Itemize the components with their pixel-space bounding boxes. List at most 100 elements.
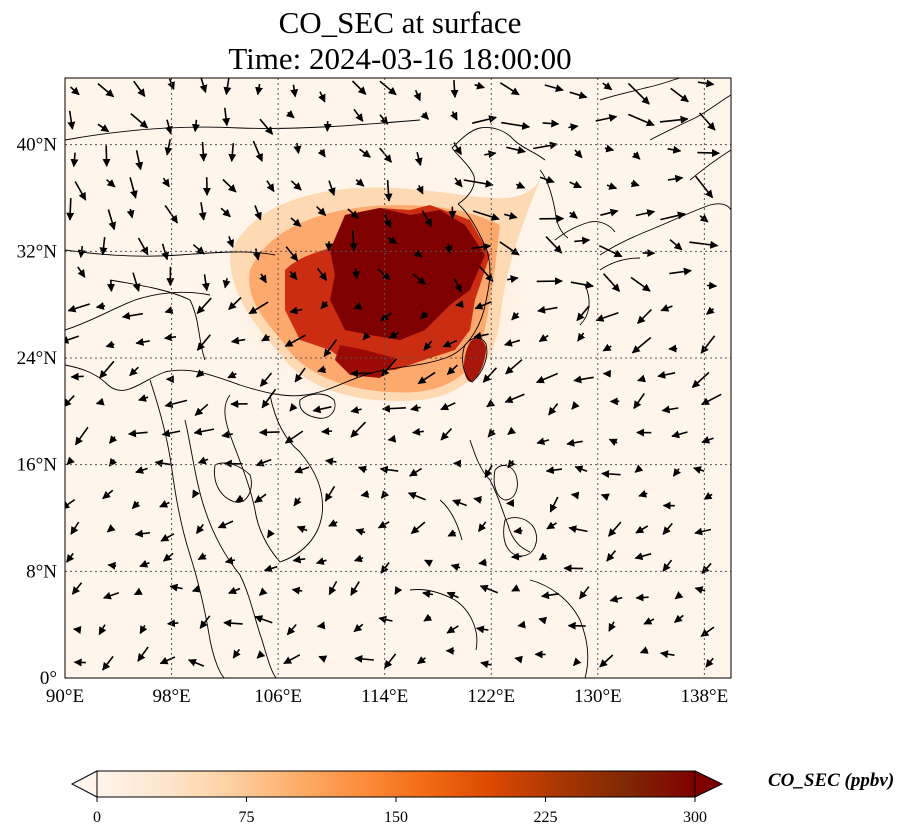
wind-arrow [228,586,241,595]
wind-arrow [294,465,310,474]
wind-arrow [634,552,652,561]
wind-arrow [416,185,424,195]
wind-arrow [694,527,712,536]
wind-arrow [353,302,363,310]
wind-arrow [595,114,618,122]
wind-arrow [266,529,275,539]
wind-arrow [139,559,150,568]
longitude-tick-label: 138°E [681,686,729,707]
wind-arrow [97,123,110,133]
longitude-tick-label: 122°E [467,686,515,707]
wind-arrow [417,656,426,665]
wind-arrow [325,457,337,466]
wind-arrow [384,179,393,202]
wind-arrow [227,370,237,379]
wind-arrow [318,655,328,663]
wind-arrow [511,584,521,592]
wind-arrow [454,177,463,188]
wind-arrow [407,491,426,501]
wind-arrow [444,243,453,254]
wind-arrow [255,83,263,96]
wind-arrow [475,625,489,634]
wind-arrow [357,465,367,474]
wind-arrow [353,108,364,122]
wind-arrow [607,521,622,537]
wind-arrow [660,650,675,659]
wind-arrow [440,402,456,411]
wind-arrow [191,119,200,133]
wind-arrow [137,646,149,662]
wind-arrow [222,107,231,127]
wind-arrow [377,520,390,529]
wind-arrow [414,151,423,167]
wind-arrow [638,489,648,498]
wind-arrow [161,243,170,261]
wind-arrow [380,490,390,499]
wind-arrow [380,312,393,322]
wind-arrow [440,428,453,441]
wind-arrow [569,210,578,219]
wind-arrow [355,178,365,187]
wind-arrow [378,615,393,624]
wind-arrow [312,405,332,414]
wind-arrow [549,496,559,513]
wind-arrow [199,615,211,629]
wind-arrow [463,179,494,188]
wind-arrow [254,205,262,221]
wind-arrow [634,464,644,473]
wind-arrow [604,144,615,153]
wind-arrow [328,519,338,527]
wind-arrow [133,80,146,98]
wind-arrow [412,273,427,286]
wind-arrow [169,583,183,592]
wind-arrow [165,119,173,135]
wind-arrow [574,236,591,245]
wind-arrow [669,238,683,251]
wind-arrow [131,500,141,510]
wind-arrow [223,619,243,628]
colorbar-high-extend [694,770,724,798]
wind-arrow [201,274,210,292]
wind-arrow [164,139,173,156]
wind-arrow [226,236,235,248]
wind-arrow [473,331,489,340]
wind-arrow [66,198,75,221]
wind-arrow [70,372,84,381]
wind-arrow [293,497,302,507]
wind-arrow [350,581,360,596]
longitude-tick-label: 114°E [361,686,408,707]
colorbar-tick-label: 0 [93,809,101,826]
wind-arrow [387,236,398,245]
wind-arrow [570,280,594,289]
wind-arrow [132,272,141,292]
wind-arrow [70,152,79,168]
latitude-ticks: 0° 8°N 16°N 24°N 32°N 40°N [17,135,58,689]
wind-arrow [77,266,86,278]
wind-arrow [482,367,497,383]
wind-arrow [223,78,232,96]
wind-arrow [285,110,295,119]
wind-arrow [379,465,399,474]
wind-arrow [321,427,333,436]
wind-arrow [541,591,559,600]
wind-arrow [450,563,461,572]
wind-arrow [544,84,564,93]
wind-arrow [320,300,329,310]
wind-arrow [595,311,619,322]
wind-arrow [567,621,586,630]
wind-arrow [121,311,143,320]
wind-arrow [471,242,492,251]
wind-arrow [421,210,433,227]
wind-arrow [354,654,374,663]
wind-arrow [221,430,233,439]
wind-arrow [192,244,205,255]
wind-arrow [102,145,111,167]
wind-arrow [538,334,549,343]
wind-arrow [230,336,246,345]
wind-arrow [635,593,649,602]
wind-arrow [660,115,689,124]
wind-arrow [73,626,82,634]
wind-arrow [252,248,261,261]
wind-arrow [248,301,269,315]
wind-arrow [102,489,114,500]
